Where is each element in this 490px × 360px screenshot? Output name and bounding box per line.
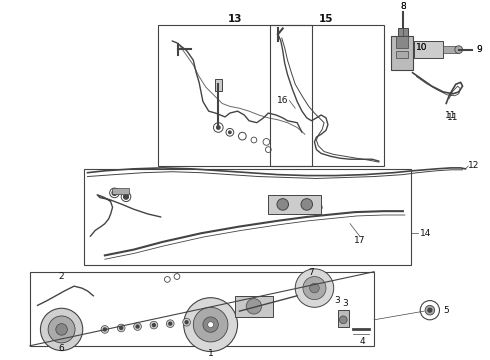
Circle shape bbox=[56, 324, 67, 335]
Bar bbox=[398, 28, 408, 36]
Text: 3: 3 bbox=[335, 296, 341, 305]
Circle shape bbox=[455, 46, 463, 54]
Bar bbox=[338, 310, 349, 328]
Circle shape bbox=[183, 318, 191, 326]
Text: 17: 17 bbox=[354, 236, 366, 245]
Circle shape bbox=[216, 125, 220, 130]
Bar bbox=[269, 195, 321, 214]
Text: 1: 1 bbox=[208, 348, 214, 357]
Circle shape bbox=[152, 324, 155, 327]
Circle shape bbox=[103, 328, 106, 331]
Bar bbox=[30, 272, 374, 346]
Circle shape bbox=[340, 316, 347, 324]
Bar bbox=[158, 24, 312, 166]
Text: 15: 15 bbox=[319, 14, 333, 24]
Text: 10: 10 bbox=[416, 43, 428, 52]
Circle shape bbox=[120, 327, 122, 329]
Text: 11: 11 bbox=[445, 111, 457, 120]
Text: 3: 3 bbox=[343, 299, 348, 308]
Circle shape bbox=[295, 206, 299, 209]
Circle shape bbox=[303, 276, 326, 300]
Circle shape bbox=[136, 325, 139, 328]
Circle shape bbox=[41, 308, 83, 351]
Bar bbox=[396, 50, 408, 58]
Text: 16: 16 bbox=[277, 96, 289, 105]
Circle shape bbox=[301, 199, 313, 210]
Bar bbox=[84, 169, 411, 265]
Text: 9: 9 bbox=[476, 45, 482, 54]
Circle shape bbox=[317, 206, 320, 209]
Text: 4: 4 bbox=[360, 337, 366, 346]
Circle shape bbox=[123, 194, 128, 199]
Circle shape bbox=[228, 130, 232, 134]
Bar bbox=[112, 188, 129, 194]
Circle shape bbox=[246, 299, 262, 314]
Circle shape bbox=[169, 322, 171, 325]
Circle shape bbox=[295, 269, 334, 307]
Circle shape bbox=[208, 322, 214, 328]
Bar bbox=[235, 296, 273, 317]
Circle shape bbox=[425, 305, 435, 315]
Circle shape bbox=[150, 321, 158, 329]
Circle shape bbox=[203, 317, 219, 332]
Text: 7: 7 bbox=[309, 267, 315, 276]
Text: 5: 5 bbox=[443, 306, 449, 315]
Text: 12: 12 bbox=[468, 162, 480, 171]
Circle shape bbox=[167, 320, 174, 328]
Circle shape bbox=[118, 324, 125, 332]
Bar bbox=[216, 80, 222, 91]
Circle shape bbox=[194, 307, 228, 342]
Circle shape bbox=[48, 316, 75, 343]
Circle shape bbox=[305, 206, 309, 209]
Bar bbox=[396, 36, 408, 48]
Bar bbox=[415, 41, 443, 58]
Text: 10: 10 bbox=[416, 43, 428, 52]
Circle shape bbox=[112, 190, 117, 195]
Text: 11: 11 bbox=[447, 113, 459, 122]
Text: 14: 14 bbox=[420, 229, 432, 238]
Bar bbox=[392, 36, 413, 70]
Text: 8: 8 bbox=[400, 2, 406, 11]
Circle shape bbox=[184, 298, 238, 351]
Circle shape bbox=[428, 308, 432, 312]
Text: 8: 8 bbox=[400, 2, 406, 11]
Circle shape bbox=[310, 283, 319, 293]
Circle shape bbox=[134, 323, 142, 330]
Circle shape bbox=[101, 325, 109, 333]
Text: 6: 6 bbox=[59, 344, 65, 353]
Circle shape bbox=[277, 199, 289, 210]
Text: 2: 2 bbox=[59, 273, 64, 282]
Circle shape bbox=[286, 204, 290, 208]
Bar bbox=[270, 24, 384, 166]
Circle shape bbox=[185, 321, 188, 324]
Bar bbox=[443, 46, 458, 54]
Text: 9: 9 bbox=[476, 45, 482, 54]
Text: 13: 13 bbox=[227, 14, 242, 24]
